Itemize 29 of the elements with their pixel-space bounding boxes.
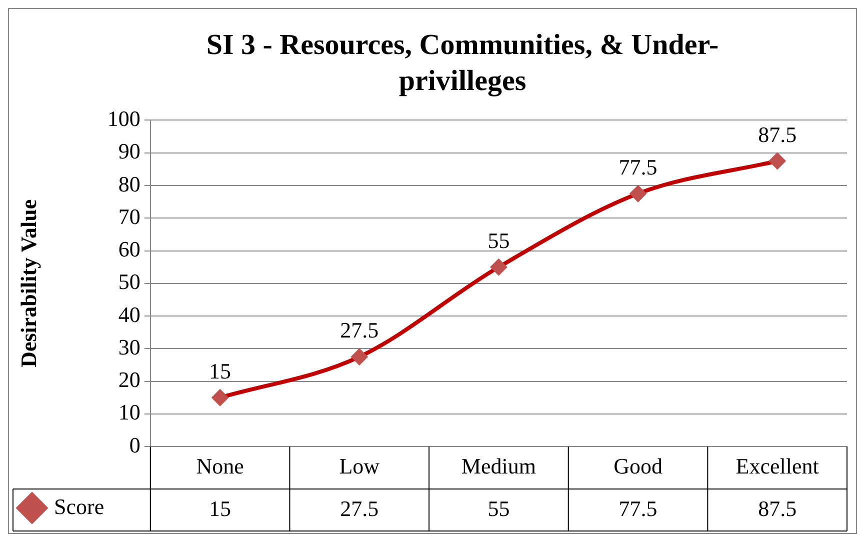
data-label: 27.5 bbox=[340, 318, 379, 343]
y-tick-label: 20 bbox=[118, 367, 140, 392]
y-tick-label: 80 bbox=[118, 171, 140, 196]
x-tick-label: Good bbox=[614, 454, 662, 479]
y-axis-title: Desirability Value bbox=[16, 199, 41, 368]
chart-title: SI 3 - Resources, Communities, & Under-privilleges bbox=[205, 28, 720, 99]
y-tick-label: 0 bbox=[129, 432, 140, 458]
y-tick-label: 70 bbox=[118, 204, 140, 229]
text: 55 bbox=[488, 496, 510, 521]
text: 87.5 bbox=[758, 496, 797, 521]
data-label: 87.5 bbox=[758, 122, 797, 147]
y-tick-label: 50 bbox=[118, 269, 140, 294]
text: 27.5 bbox=[340, 496, 379, 521]
x-tick-label: Medium bbox=[461, 454, 536, 479]
data-label: 15 bbox=[209, 358, 232, 384]
x-tick-label: Excellent bbox=[736, 454, 819, 479]
data-label: 55 bbox=[488, 228, 510, 253]
text: 77.5 bbox=[618, 496, 658, 521]
x-tick-label: Low bbox=[339, 454, 380, 479]
y-tick-label: 100 bbox=[107, 106, 140, 131]
y-tick-label: 30 bbox=[118, 334, 140, 360]
legend-label: Score bbox=[54, 494, 104, 519]
text: 15 bbox=[209, 496, 232, 521]
y-tick-label: 10 bbox=[118, 400, 140, 425]
data-label: 77.5 bbox=[618, 154, 658, 180]
y-tick-label: 60 bbox=[118, 236, 140, 262]
y-tick-label: 90 bbox=[118, 138, 140, 164]
y-tick-label: 40 bbox=[118, 302, 140, 327]
x-tick-label: None bbox=[196, 454, 244, 479]
